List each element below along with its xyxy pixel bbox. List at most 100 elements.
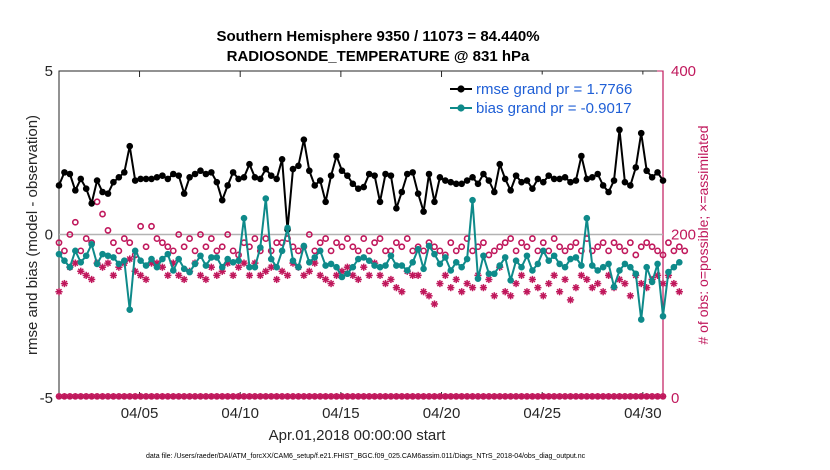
- series-point-rmse: [523, 177, 531, 184]
- obs-assimilated-zero-point: [393, 393, 400, 400]
- obs-assimilated-point: [365, 271, 373, 279]
- series-point-bias: [599, 263, 607, 271]
- obs-possible-point: [643, 239, 651, 247]
- series-point-bias: [208, 254, 215, 261]
- obs-assimilated-zero-point: [512, 393, 520, 400]
- obs-assimilated-zero-point: [99, 393, 106, 400]
- series-point-rmse: [61, 169, 68, 176]
- obs-assimilated-zero-point: [180, 393, 188, 400]
- series-point-bias: [637, 316, 645, 323]
- obs-assimilated-point: [229, 271, 237, 279]
- series-point-rmse: [349, 180, 357, 188]
- series-point-rmse: [371, 172, 378, 179]
- series-point-bias: [534, 260, 542, 268]
- obs-assimilated-point: [670, 279, 678, 288]
- obs-possible-point: [110, 239, 117, 247]
- series-point-bias: [262, 195, 270, 202]
- series-point-rmse: [594, 170, 602, 178]
- obs-assimilated-point: [637, 279, 645, 288]
- series-point-rmse: [72, 187, 79, 194]
- series-point-bias: [507, 276, 514, 284]
- obs-assimilated-zero-point: [137, 393, 144, 400]
- series-point-rmse: [82, 185, 90, 193]
- obs-assimilated-zero-point: [191, 393, 199, 400]
- series-point-rmse: [66, 170, 74, 178]
- series-point-bias: [676, 258, 683, 266]
- obs-assimilated-zero-point: [583, 393, 591, 400]
- series-point-rmse: [529, 185, 536, 193]
- obs-assimilated-point: [550, 271, 558, 279]
- obs-possible-point: [82, 235, 90, 242]
- obs-assimilated-zero-point: [333, 393, 340, 400]
- series-point-bias: [344, 270, 351, 278]
- series-point-bias: [235, 257, 242, 264]
- obs-assimilated-zero-point: [208, 393, 215, 400]
- series-point-bias: [257, 244, 264, 251]
- series-point-bias: [72, 247, 79, 255]
- obs-assimilated-point: [137, 271, 145, 279]
- obs-possible-point: [458, 243, 466, 251]
- obs-assimilated-zero-point: [616, 393, 623, 400]
- series-point-rmse: [213, 178, 221, 186]
- obs-assimilated-zero-point: [550, 393, 558, 400]
- series-point-bias: [360, 254, 368, 261]
- obs-possible-point: [501, 239, 509, 247]
- obs-assimilated-zero-point: [610, 393, 618, 400]
- obs-possible-point: [207, 235, 215, 242]
- obs-assimilated-zero-point: [529, 393, 536, 400]
- y-right-tick-label: 400: [671, 63, 696, 80]
- obs-assimilated-zero-point: [458, 393, 465, 400]
- series-point-rmse: [267, 172, 275, 179]
- series-point-rmse: [251, 173, 259, 181]
- series-point-bias: [501, 254, 509, 261]
- obs-assimilated-point: [60, 279, 69, 288]
- chart-subtitle: RADIOSONDE_TEMPERATURE @ 831 hPa: [227, 48, 530, 65]
- obs-possible-point: [360, 235, 368, 242]
- obs-assimilated-point: [98, 263, 107, 271]
- obs-assimilated-zero-point: [463, 393, 471, 400]
- series-point-bias: [131, 247, 139, 255]
- series-point-bias: [99, 250, 106, 258]
- legend-bias-marker: [457, 104, 465, 112]
- series-point-bias: [632, 270, 640, 278]
- series-point-rmse: [398, 188, 406, 196]
- obs-assimilated-zero-point: [229, 393, 237, 400]
- obs-assimilated-point: [392, 284, 400, 292]
- series-point-rmse: [659, 177, 667, 184]
- series-point-rmse: [93, 177, 101, 184]
- y-tick-label: 0: [45, 227, 53, 244]
- series-point-rmse: [507, 187, 514, 194]
- series-point-bias: [425, 242, 433, 250]
- obs-possible-point: [61, 247, 68, 255]
- series-point-rmse: [197, 167, 204, 175]
- obs-possible-point: [213, 247, 221, 255]
- series-point-rmse: [474, 180, 482, 188]
- obs-assimilated-zero-point: [605, 393, 612, 400]
- y-right-tick-label: 0: [671, 390, 679, 407]
- series-point-bias: [159, 255, 166, 263]
- y-tick-label: 5: [45, 63, 53, 80]
- series-point-bias: [186, 268, 193, 276]
- obs-assimilated-zero-point: [93, 393, 101, 400]
- series-point-bias: [605, 260, 612, 268]
- obs-assimilated-zero-point: [420, 393, 427, 400]
- obs-possible-point: [126, 239, 134, 247]
- obs-assimilated-point: [207, 263, 215, 271]
- obs-assimilated-zero-point: [572, 393, 580, 400]
- series-point-rmse: [599, 182, 607, 189]
- series-point-bias: [442, 254, 449, 261]
- obs-assimilated-point: [566, 296, 575, 304]
- x-tick-label: 04/15: [322, 405, 360, 422]
- plot-content: [55, 126, 689, 400]
- obs-assimilated-point: [322, 275, 330, 284]
- series-point-bias: [104, 252, 112, 260]
- series-point-rmse: [126, 142, 134, 150]
- obs-assimilated-zero-point: [142, 393, 150, 400]
- series-point-rmse: [501, 175, 509, 183]
- series-point-rmse: [382, 170, 389, 178]
- obs-assimilated-zero-point: [382, 393, 389, 400]
- y-tick-label: -5: [40, 390, 53, 407]
- obs-assimilated-zero-point: [425, 393, 433, 400]
- series-point-bias: [382, 262, 389, 269]
- obs-assimilated-zero-point: [83, 393, 90, 400]
